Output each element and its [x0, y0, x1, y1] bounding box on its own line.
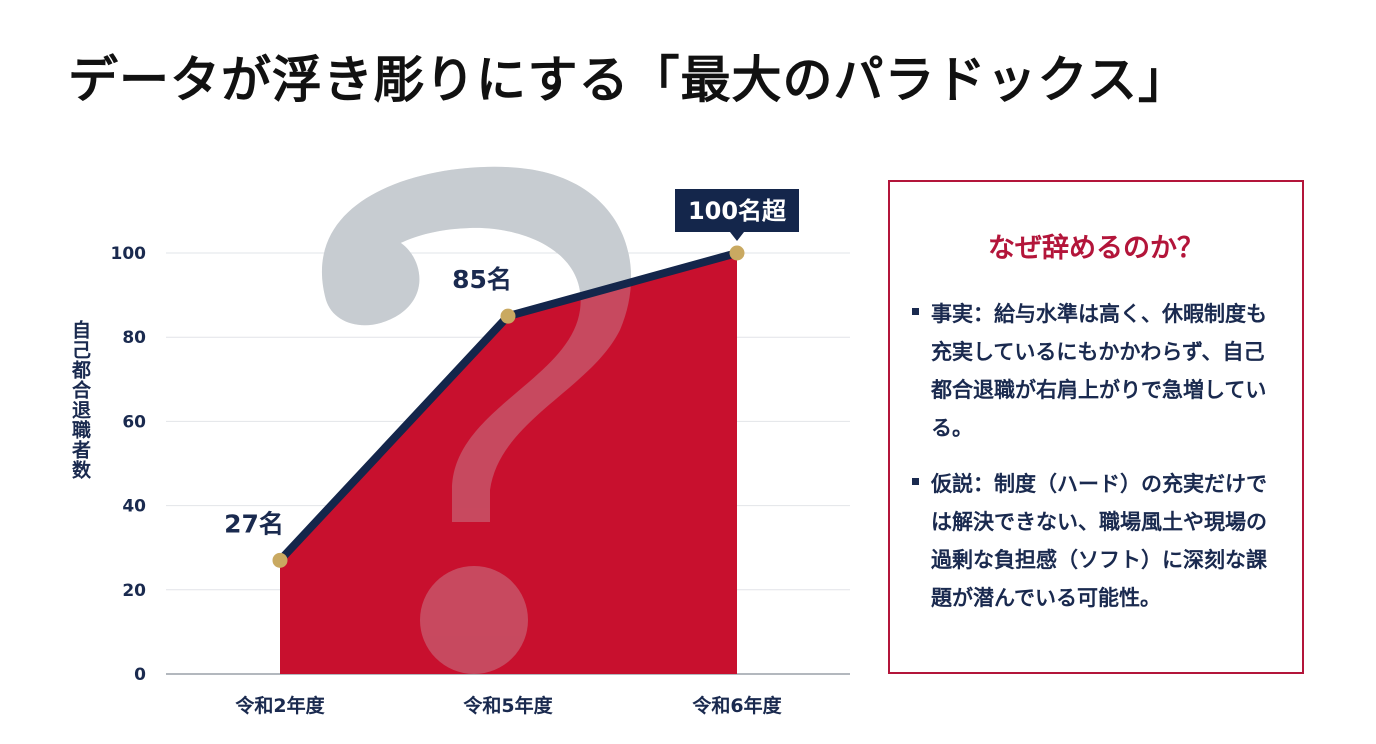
- data-label: 27名: [224, 509, 284, 538]
- info-item-text: 事実：給与水準は高く、休暇制度も充実しているにもかかわらず、自己都合退職が右肩上…: [931, 302, 1267, 440]
- y-tick-label: 20: [122, 581, 146, 601]
- area-chart: 0 20 40 60 80 100 令和2年度 令和5年度 令和6年度 27名 85名 100名超: [111, 166, 850, 717]
- x-category-label: 令和5年度: [463, 694, 553, 717]
- y-tick-label: 40: [122, 497, 146, 517]
- bullet-icon: [912, 308, 919, 315]
- data-label: 85名: [452, 265, 512, 294]
- y-tick-labels: 0 20 40 60 80 100: [111, 244, 147, 685]
- y-axis-label: 自己都合退職者数: [69, 320, 91, 480]
- x-category-label: 令和6年度: [692, 694, 782, 717]
- info-box: なぜ辞めるのか？ 事実：給与水準は高く、休暇制度も充実しているにもかかわらず、自…: [888, 180, 1304, 674]
- data-label-callout: [675, 189, 799, 241]
- info-item-text: 仮説：制度（ハード）の充実だけでは解決できない、職場風土や現場の過剰な負担感（ソ…: [931, 472, 1267, 610]
- data-label: 100名超: [688, 197, 787, 225]
- data-labels: 27名 85名 100名超: [224, 189, 799, 538]
- y-tick-label: 60: [122, 412, 146, 432]
- info-box-title: なぜ辞めるのか？: [988, 233, 1204, 264]
- info-item: 仮説：制度（ハード）の充実だけでは解決できない、職場風土や現場の過剰な負担感（ソ…: [912, 465, 1282, 617]
- data-point: [500, 308, 516, 324]
- x-category-labels: 令和2年度 令和5年度 令和6年度: [235, 694, 782, 717]
- data-point: [272, 552, 288, 568]
- page-title: データが浮き彫りにする「最大のパラドックス」: [68, 50, 1189, 109]
- data-points: [272, 245, 745, 568]
- y-tick-label: 100: [111, 244, 147, 264]
- x-category-label: 令和2年度: [235, 694, 325, 717]
- area-fill: [280, 253, 737, 674]
- y-tick-label: 0: [134, 665, 146, 685]
- y-tick-label: 80: [122, 328, 146, 348]
- bullet-icon: [912, 478, 919, 485]
- info-list: 事実：給与水準は高く、休暇制度も充実しているにもかかわらず、自己都合退職が右肩上…: [890, 295, 1302, 617]
- data-point: [729, 245, 745, 261]
- info-item: 事実：給与水準は高く、休暇制度も充実しているにもかかわらず、自己都合退職が右肩上…: [912, 295, 1282, 447]
